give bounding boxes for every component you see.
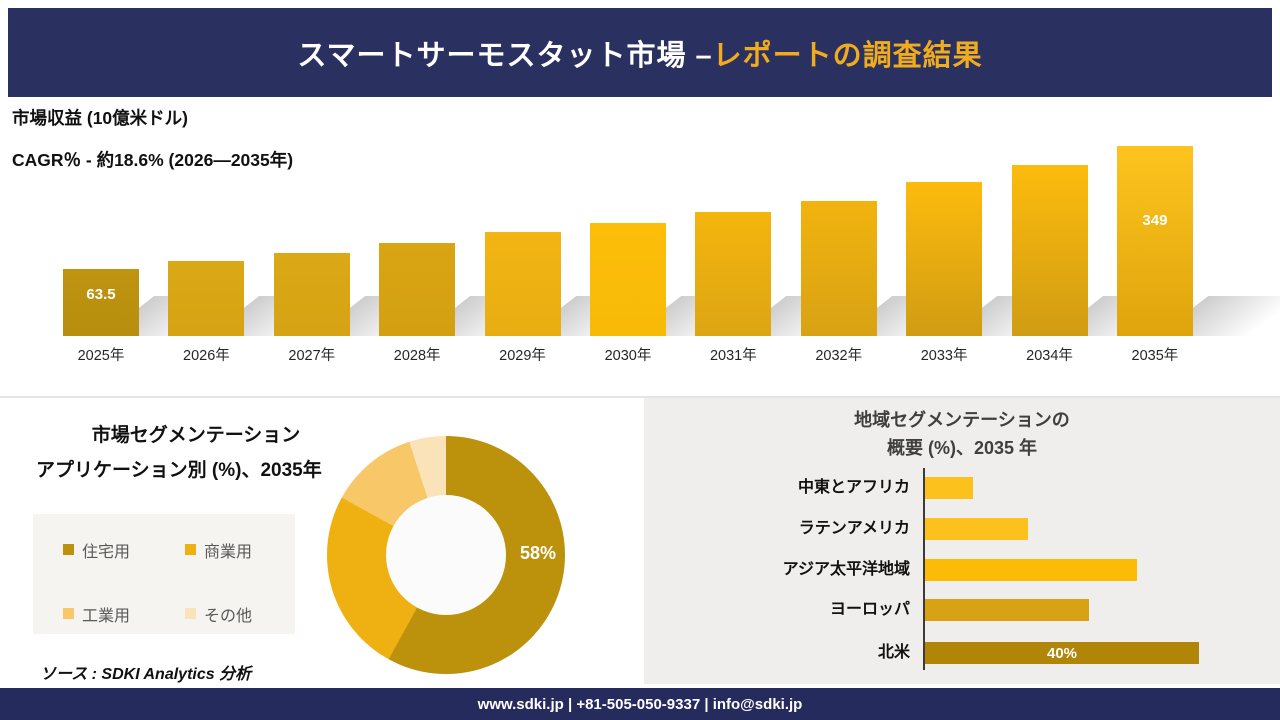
bar-category-label: 2034年 [1026,348,1073,364]
bar-category-label: 2029年 [499,348,546,364]
revenue-chart-section: 市場収益 (10億米ドル) CAGR％ - 約18.6% (2026―2035年… [0,97,1280,396]
revenue-bar-2026年 [168,261,245,336]
donut-value-label: 58% [520,543,557,563]
revenue-bar-2034年 [1011,165,1088,336]
page-title-main: スマートサーモスタット市場 – [297,39,713,72]
revenue-metric-label: 市場収益 (10億米ドル) [12,108,188,128]
bar-category-label: 2031年 [709,348,757,364]
donut-chart-wrap: 58% [327,436,565,674]
bar-category-label: 2030年 [604,348,652,364]
region-label: アジア太平洋地域 [782,561,910,578]
donut-legend: 住宅用 商業用工業用 その他 [33,514,295,634]
legend-marker-icon [63,544,74,555]
footer-bar: www.sdki.jp | +81-505-050-9337 | info@sd… [0,688,1280,720]
legend-label: 商業用 [204,543,253,561]
bar-category-label: 2033年 [920,348,968,364]
bar-category-label: 2027年 [288,348,336,364]
region-label: 北米 [877,644,910,661]
bar-category-label: 2032年 [815,348,863,364]
region-bar-value-label: 40% [1046,644,1078,662]
header-banner: スマートサーモスタット市場 –レポートの調査結果 [8,8,1272,97]
regional-axis-line [923,468,925,670]
revenue-cagr-label: CAGR％ - 約18.6% (2026―2035年) [12,150,294,170]
bottom-section: 市場セグメンテーション アプリケーション別 (%)、2035年 住宅用 商業用工業… [0,396,1280,690]
regional-bar-chart: 中東とアフリカ ラテンアメリカアジア太平洋地域ヨーロッパ北米 40% [644,398,1280,684]
region-row: ラテンアメリカ [644,518,1280,540]
revenue-bar-column: 2034年 [1011,146,1231,364]
bar-value-label: 349 [1142,212,1168,229]
region-bar-ラテンアメリカ [925,518,1028,540]
revenue-bar-column: 2027年 [273,146,493,364]
bar-value-label: 63.5 [86,285,116,303]
regional-panel: 地域セグメンテーションの 概要 (%)、2035 年 中東とアフリカ ラテンアメリ… [644,398,1280,684]
region-bar-ヨーロッパ [925,599,1089,621]
revenue-bar-2033年 [906,182,983,336]
revenue-bar-2029年 [484,232,561,336]
region-row: ヨーロッパ [644,599,1280,621]
legend-label: 工業用 [82,607,131,625]
revenue-bar-2031年 [695,212,772,336]
segmentation-title-line1: 市場セグメンテーション [91,425,301,446]
bar-category-label: 2035年 [1131,348,1179,364]
region-bar-アジア太平洋地域 [925,559,1137,581]
segmentation-title-line2: アプリケーション別 (%)、2035年 [36,460,322,481]
revenue-bar-2028年 [379,243,456,336]
revenue-bar-column: 2029年 [484,146,704,364]
region-row: アジア太平洋地域 [644,559,1280,581]
legend-label: その他 [204,607,253,625]
page-title: スマートサーモスタット市場 –レポートの調査結果 [297,32,982,74]
source-note: ソース : SDKI Analytics 分析 [40,666,252,683]
revenue-bar-2030年 [589,223,666,336]
revenue-bar-column: 2032年 [800,146,1020,364]
legend-item: 商業用 [185,540,295,561]
regional-title: 地域セグメンテーションの 概要 (%)、2035 年 [644,406,1280,462]
revenue-bar-chart: 63.5 2025年 2026年 2027年 2028年 2029年 2030年 2031年 2… [63,146,1280,364]
footer-contact-text: www.sdki.jp | +81-505-050-9337 | info@sd… [477,695,803,713]
bar-category-label: 2025年 [77,348,125,364]
revenue-bar-column: 2033年 [906,146,1126,364]
revenue-bar-column: 2031年 [695,146,915,364]
revenue-bar-column: 2028年 [379,146,599,364]
legend-marker-icon [63,608,74,619]
revenue-bar-column: 63.5 2025年 [63,146,283,364]
revenue-bar-column: 2030年 [589,146,810,364]
legend-marker-icon [185,608,196,619]
region-row: 北米 40% [644,642,1280,664]
page-title-accent: レポートの調査結果 [712,39,983,72]
region-label: ラテンアメリカ [798,520,910,537]
legend-item: その他 [185,604,295,625]
region-bar-中東とアフリカ [925,477,973,499]
region-row: 中東とアフリカ [644,477,1280,499]
revenue-bar-2027年 [273,253,350,336]
region-label: 中東とアフリカ [797,479,910,496]
revenue-bar-2035年: 349 [1116,146,1193,336]
region-bar-北米: 40% [925,642,1199,664]
legend-item: 工業用 [63,604,185,625]
legend-item: 住宅用 [63,540,185,561]
legend-label: 住宅用 [82,543,131,561]
revenue-bar-2025年: 63.5 [63,269,139,336]
revenue-bar-column: 2026年 [168,146,388,364]
region-label: ヨーロッパ [829,601,910,618]
regional-title-line1: 地域セグメンテーションの [854,410,1070,430]
bar-category-label: 2028年 [393,348,441,364]
revenue-bar-column: 349 2035年 [1116,146,1280,364]
bar-category-label: 2026年 [183,348,230,364]
donut-chart [327,436,565,674]
revenue-bar-2032年 [800,201,877,336]
regional-title-line2: 概要 (%)、2035 年 [886,438,1038,458]
revenue-chart-meta: 市場収益 (10億米ドル) CAGR％ - 約18.6% (2026―2035年… [12,105,293,189]
segmentation-panel: 市場セグメンテーション アプリケーション別 (%)、2035年 住宅用 商業用工業… [0,398,641,690]
legend-marker-icon [185,544,196,555]
